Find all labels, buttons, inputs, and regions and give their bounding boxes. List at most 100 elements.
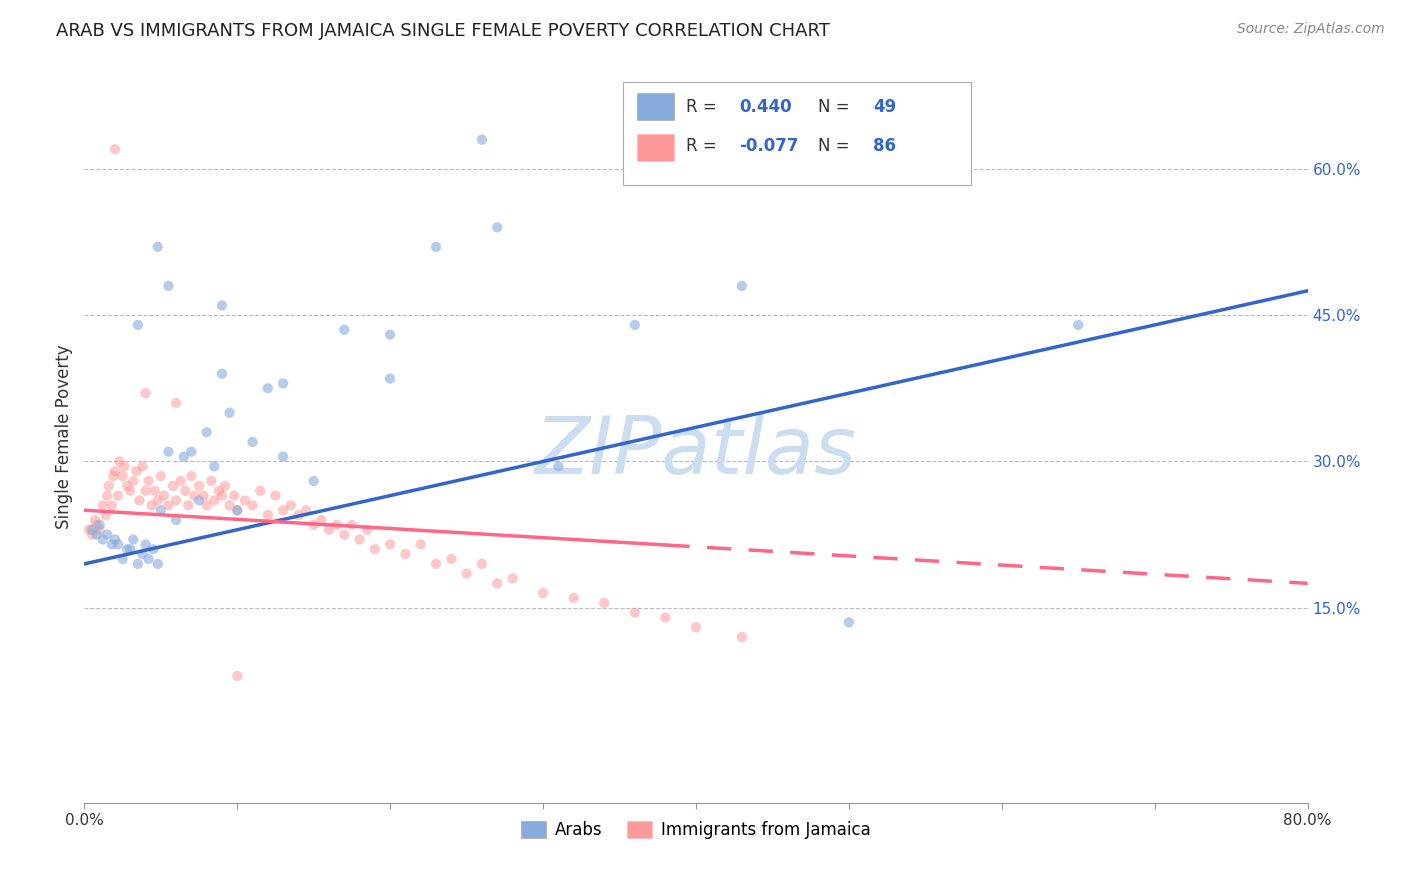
Point — [131, 547, 153, 561]
Point — [624, 318, 647, 332]
Point — [138, 474, 160, 488]
Point — [180, 444, 202, 458]
Point — [233, 493, 256, 508]
FancyBboxPatch shape — [623, 82, 972, 185]
Point — [188, 479, 211, 493]
Point — [318, 523, 340, 537]
Point — [456, 566, 478, 581]
Point — [271, 450, 294, 464]
Point — [257, 381, 280, 395]
Point — [349, 533, 371, 547]
Point — [131, 459, 153, 474]
Text: Source: ZipAtlas.com: Source: ZipAtlas.com — [1237, 22, 1385, 37]
Point — [224, 489, 246, 503]
Point — [195, 499, 218, 513]
Point — [120, 542, 142, 557]
Point — [142, 542, 165, 557]
Point — [502, 572, 524, 586]
Point — [104, 533, 127, 547]
Point — [208, 483, 231, 498]
Point — [101, 537, 124, 551]
Point — [111, 552, 134, 566]
Point — [89, 523, 111, 537]
Point — [141, 499, 163, 513]
Point — [211, 367, 233, 381]
Point — [127, 318, 149, 332]
Point — [135, 537, 157, 551]
Y-axis label: Single Female Poverty: Single Female Poverty — [55, 345, 73, 529]
Point — [226, 503, 249, 517]
Point — [122, 533, 145, 547]
Point — [425, 557, 447, 571]
Point — [547, 459, 569, 474]
Point — [409, 537, 432, 551]
Point — [91, 499, 114, 513]
Point — [257, 508, 280, 522]
Point — [165, 493, 187, 508]
Point — [97, 479, 120, 493]
Point — [193, 489, 215, 503]
Point — [302, 474, 325, 488]
Point — [165, 396, 187, 410]
Point — [104, 464, 127, 478]
Point — [471, 133, 494, 147]
Point — [80, 523, 103, 537]
Point — [96, 527, 118, 541]
Point — [146, 493, 169, 508]
Point — [115, 542, 138, 557]
Point — [120, 483, 142, 498]
Point — [103, 469, 125, 483]
Point — [264, 489, 287, 503]
Point — [242, 499, 264, 513]
Point — [125, 464, 148, 478]
Point — [89, 517, 111, 532]
Bar — [637, 134, 673, 161]
Point — [486, 576, 509, 591]
Point — [380, 537, 402, 551]
Point — [86, 527, 108, 541]
Point — [731, 630, 754, 644]
Point — [107, 489, 129, 503]
Point — [211, 489, 233, 503]
Point — [249, 483, 271, 498]
Point — [138, 552, 160, 566]
Point — [115, 479, 138, 493]
Point — [226, 503, 249, 517]
Point — [311, 513, 333, 527]
Point — [146, 240, 169, 254]
Point — [394, 547, 416, 561]
Text: 0.440: 0.440 — [738, 98, 792, 117]
Point — [325, 517, 347, 532]
Text: -0.077: -0.077 — [738, 137, 799, 155]
Point — [107, 537, 129, 551]
Point — [86, 517, 108, 532]
Point — [302, 517, 325, 532]
Point — [146, 557, 169, 571]
Point — [162, 479, 184, 493]
Point — [380, 327, 402, 342]
Point — [108, 454, 131, 468]
Point — [153, 489, 176, 503]
Bar — [637, 93, 673, 120]
Point — [531, 586, 554, 600]
Point — [202, 493, 225, 508]
Point — [333, 527, 356, 541]
Point — [135, 386, 157, 401]
Legend: Arabs, Immigrants from Jamaica: Arabs, Immigrants from Jamaica — [515, 814, 877, 846]
Point — [180, 469, 202, 483]
Point — [211, 298, 233, 312]
Point — [157, 499, 180, 513]
Point — [135, 483, 157, 498]
Text: N =: N = — [818, 98, 855, 117]
Point — [214, 479, 236, 493]
Text: 86: 86 — [873, 137, 897, 155]
Point — [364, 542, 387, 557]
Point — [471, 557, 494, 571]
Point — [77, 523, 100, 537]
Point — [654, 610, 676, 624]
Point — [356, 523, 378, 537]
Point — [340, 517, 363, 532]
Point — [128, 493, 150, 508]
Point — [731, 279, 754, 293]
Point — [188, 493, 211, 508]
